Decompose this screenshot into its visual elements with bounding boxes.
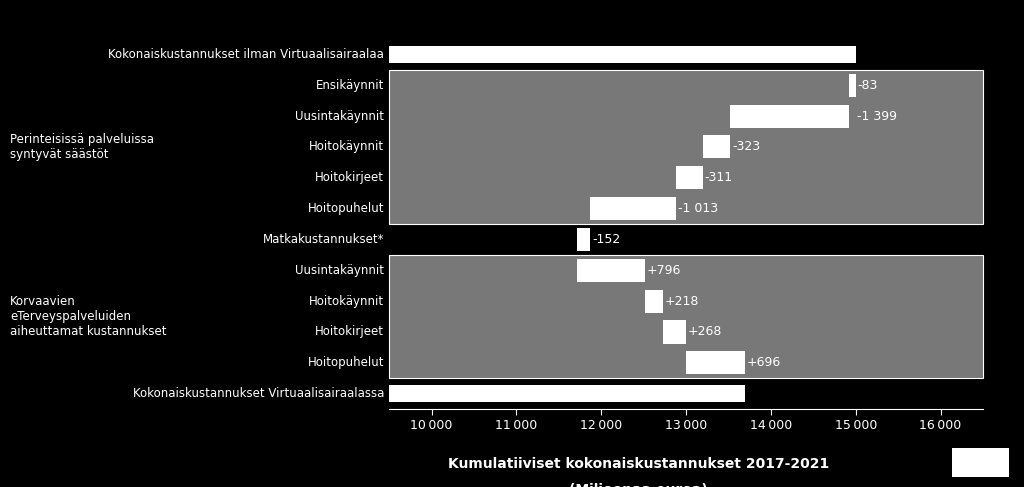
- Bar: [676, 166, 702, 189]
- Bar: [686, 351, 745, 375]
- Text: -1 399: -1 399: [857, 110, 897, 123]
- Text: Uusintakäynnit: Uusintakäynnit: [295, 264, 384, 277]
- Text: +696: +696: [746, 356, 781, 369]
- Text: Kokonaiskustannukset ilman Virtuaalisairaalaa: Kokonaiskustannukset ilman Virtuaalisair…: [109, 48, 384, 61]
- Text: Perinteisissä palveluissa
syntyvät säästöt: Perinteisissä palveluissa syntyvät sääst…: [10, 133, 155, 161]
- Bar: [578, 228, 590, 251]
- Text: Hoitopuhelut: Hoitopuhelut: [307, 202, 384, 215]
- Text: Korvaavien
eTerveyspalveluiden
aiheuttamat kustannukset: Korvaavien eTerveyspalveluiden aiheuttam…: [10, 295, 167, 338]
- Text: Matkakustannukset*: Matkakustannukset*: [262, 233, 384, 246]
- Text: Hoitokirjeet: Hoitokirjeet: [315, 171, 384, 184]
- Text: Kumulatiiviset kokonaiskustannukset 2017-2021: Kumulatiiviset kokonaiskustannukset 2017…: [447, 457, 829, 471]
- Text: (Miljoonaa euroa): (Miljoonaa euroa): [569, 483, 708, 487]
- Bar: [730, 105, 849, 128]
- Text: Ensikäynnit: Ensikäynnit: [315, 79, 384, 92]
- Bar: [389, 255, 983, 378]
- Bar: [664, 320, 686, 343]
- Bar: [389, 385, 745, 402]
- Text: -152: -152: [592, 233, 621, 246]
- Text: Uusintakäynnit: Uusintakäynnit: [295, 110, 384, 123]
- Text: -1 013: -1 013: [678, 202, 718, 215]
- Text: +796: +796: [646, 264, 681, 277]
- Text: Hoitokäynnit: Hoitokäynnit: [309, 295, 384, 308]
- Bar: [645, 290, 664, 313]
- Bar: [389, 70, 983, 224]
- Bar: [590, 197, 676, 220]
- Bar: [389, 70, 983, 224]
- Bar: [389, 46, 856, 63]
- Bar: [389, 224, 983, 255]
- Bar: [389, 255, 983, 378]
- Text: Hoitopuhelut: Hoitopuhelut: [307, 356, 384, 369]
- Text: -83: -83: [857, 79, 878, 92]
- Text: +218: +218: [666, 295, 699, 308]
- Text: Hoitokäynnit: Hoitokäynnit: [309, 140, 384, 153]
- Text: Hoitokirjeet: Hoitokirjeet: [315, 325, 384, 338]
- Text: -311: -311: [705, 171, 732, 184]
- Text: -323: -323: [732, 140, 760, 153]
- Bar: [849, 74, 856, 97]
- Bar: [702, 135, 730, 158]
- Text: Kokonaiskustannukset Virtuaalisairaalassa: Kokonaiskustannukset Virtuaalisairaalass…: [133, 387, 384, 400]
- Text: +268: +268: [688, 325, 722, 338]
- Bar: [578, 259, 645, 282]
